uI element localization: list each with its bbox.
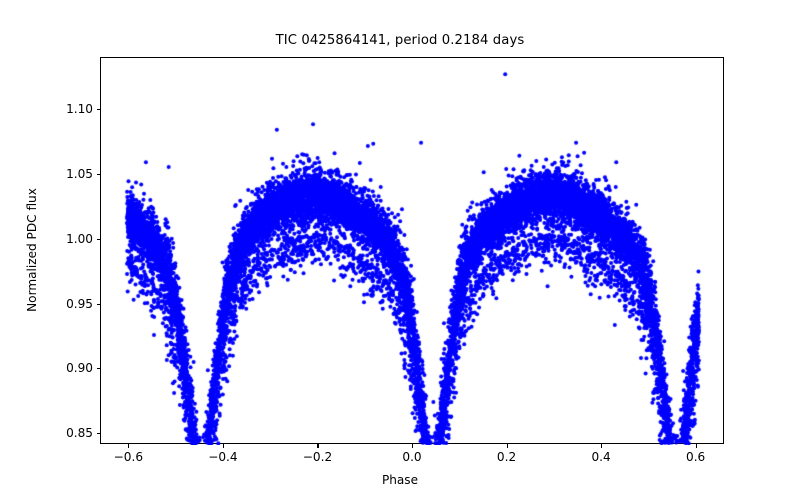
x-tick-mark	[128, 444, 130, 448]
x-tick-label: −0.6	[113, 450, 144, 464]
x-tick-mark	[695, 444, 697, 448]
x-tick-label: 0.4	[591, 450, 611, 464]
y-tick-label: 1.10	[66, 102, 93, 117]
page-title: TIC 0425864141, period 0.2184 days	[275, 33, 525, 48]
plot-axes-frame	[100, 57, 725, 445]
y-tick-label: 1.05	[66, 167, 93, 182]
x-axis-label: Phase	[381, 473, 419, 487]
y-tick-mark	[96, 432, 100, 435]
y-tick-label: 0.95	[66, 296, 93, 311]
x-tick-label: 0.6	[686, 450, 706, 464]
x-tick-label: −0.2	[302, 450, 333, 464]
y-tick-label: 0.90	[66, 361, 93, 376]
x-tick-label: 0.0	[402, 450, 422, 464]
y-tick-mark	[96, 303, 100, 305]
x-tick-mark	[506, 444, 508, 448]
y-tick-label: 1.00	[66, 231, 93, 246]
y-axis-label: Normalized PDC flux	[25, 188, 39, 312]
y-tick-label: 0.85	[66, 425, 93, 440]
scatter-plot-data	[101, 58, 725, 445]
y-tick-mark	[96, 368, 100, 370]
y-tick-mark	[96, 238, 100, 240]
x-tick-mark	[222, 444, 224, 448]
x-tick-label: −0.4	[208, 450, 238, 464]
y-tick-mark	[96, 109, 100, 111]
x-tick-label: 0.2	[496, 450, 517, 464]
x-tick-mark	[317, 444, 319, 448]
x-tick-mark	[412, 444, 414, 448]
x-tick-mark	[601, 444, 603, 448]
y-tick-mark	[96, 174, 100, 176]
